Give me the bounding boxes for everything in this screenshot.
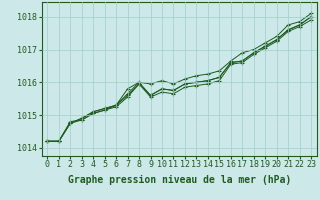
X-axis label: Graphe pression niveau de la mer (hPa): Graphe pression niveau de la mer (hPa) [68,175,291,185]
